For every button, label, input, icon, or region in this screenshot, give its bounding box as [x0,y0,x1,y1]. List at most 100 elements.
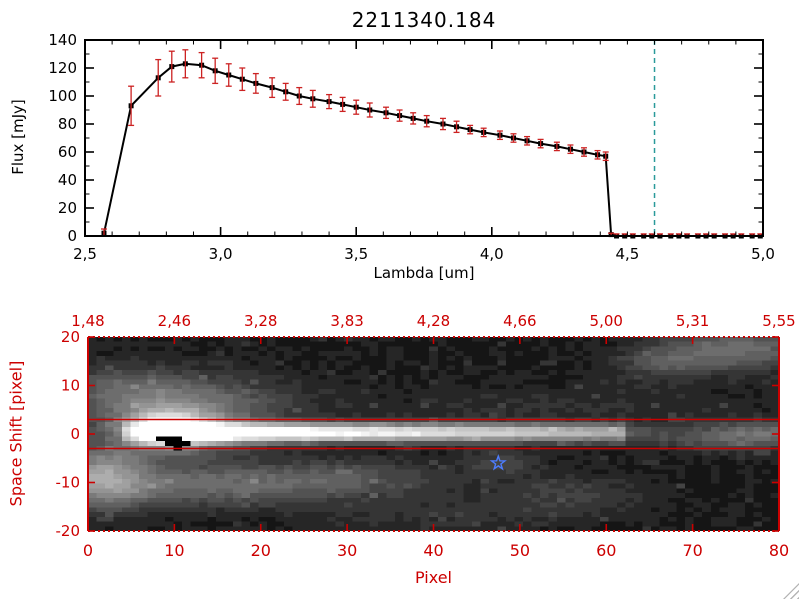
data-marker [657,233,663,239]
data-marker [630,233,636,239]
wavelength-tick-label: 4,66 [503,312,536,330]
y-tick-label: 80 [58,115,77,133]
wavelength-tick-label: 2,46 [158,312,191,330]
wavelength-tick-label: 3,28 [244,312,277,330]
y-tick-label: 60 [58,143,77,161]
data-marker [622,233,628,239]
pixel-axis-label: Pixel [414,568,452,587]
data-marker [703,233,709,239]
data-marker [169,64,175,70]
data-marker [567,146,573,152]
data-marker [481,129,487,135]
data-marker [497,132,503,138]
y-tick-label: 40 [58,171,77,189]
x-tick-label: 3,0 [209,245,233,263]
data-marker [641,233,647,239]
data-marker [326,99,332,105]
data-marker [581,149,587,155]
data-marker [340,101,346,107]
data-marker [608,232,614,238]
data-marker [269,85,275,91]
data-marker [353,104,359,110]
data-marker [757,233,763,239]
pixel-tick-label: 60 [596,541,616,560]
y-tick-label: 0 [67,227,77,245]
data-marker [730,233,736,239]
data-marker [212,68,218,74]
data-marker [182,61,188,67]
data-marker [649,233,655,239]
data-marker [128,103,134,109]
shift-tick-label: 20 [61,328,80,346]
shift-tick-label: 0 [70,425,80,443]
x-tick-label: 4,0 [480,245,504,263]
shift-tick-label: -20 [56,522,81,540]
resize-grip[interactable] [783,583,799,599]
data-marker [239,76,245,82]
data-marker [410,115,416,121]
wavelength-tick-label: 4,28 [417,312,450,330]
data-marker [510,135,516,141]
data-marker [440,121,446,127]
data-marker [684,233,690,239]
data-marker [101,230,107,236]
shift-tick-label: 10 [61,377,80,395]
chart-title: 2211340.184 [351,8,497,32]
data-marker [595,152,601,158]
data-marker [283,89,289,95]
wavelength-tick-label: 1,48 [71,312,104,330]
data-marker [226,72,232,78]
data-marker [397,113,403,119]
data-marker [467,127,473,133]
data-marker [424,118,430,124]
data-marker [253,80,259,86]
data-marker [524,138,530,144]
pixel-tick-label: 10 [164,541,184,560]
spectrum-axes [84,39,764,237]
pixel-tick-label: 50 [510,541,530,560]
x-tick-label: 2,5 [73,245,97,263]
data-marker [538,141,544,147]
y-tick-label: 140 [48,31,77,49]
x-tick-label: 5,0 [751,245,775,263]
data-marker [383,110,389,116]
lambda-axis-label: Lambda [um] [373,264,475,282]
data-marker [554,143,560,149]
wavelength-tick-label: 3,83 [330,312,363,330]
data-marker [603,153,609,159]
data-marker [711,233,717,239]
y-tick-label: 120 [48,59,77,77]
x-tick-label: 3,5 [344,245,368,263]
spectral-2d-image[interactable] [88,337,779,531]
data-marker [749,233,755,239]
data-marker [738,233,744,239]
pixel-tick-label: 20 [251,541,271,560]
pixel-tick-label: 40 [423,541,443,560]
data-marker [454,124,460,130]
y-tick-label: 20 [58,199,77,217]
pixel-tick-label: 70 [682,541,702,560]
wavelength-tick-label: 5,31 [676,312,709,330]
data-marker [310,96,316,102]
y-tick-label: 100 [48,87,77,105]
flux-axis-label: Flux [mJy] [9,99,27,175]
space-shift-axis-label: Space Shift [pixel] [6,360,26,507]
wavelength-tick-label: 5,55 [762,312,795,330]
data-marker [676,233,682,239]
data-marker [695,233,701,239]
data-marker [367,107,373,113]
data-marker [199,62,205,68]
pixel-tick-label: 0 [83,541,93,560]
data-marker [668,233,674,239]
pixel-tick-label: 80 [769,541,789,560]
shift-tick-label: -10 [56,474,81,492]
data-marker [722,233,728,239]
data-marker [155,75,161,81]
x-tick-label: 4,5 [615,245,639,263]
data-marker [296,93,302,99]
pixel-tick-label: 30 [337,541,357,560]
data-marker [614,233,620,239]
wavelength-tick-label: 5,00 [590,312,623,330]
spectrum-line [103,62,761,237]
